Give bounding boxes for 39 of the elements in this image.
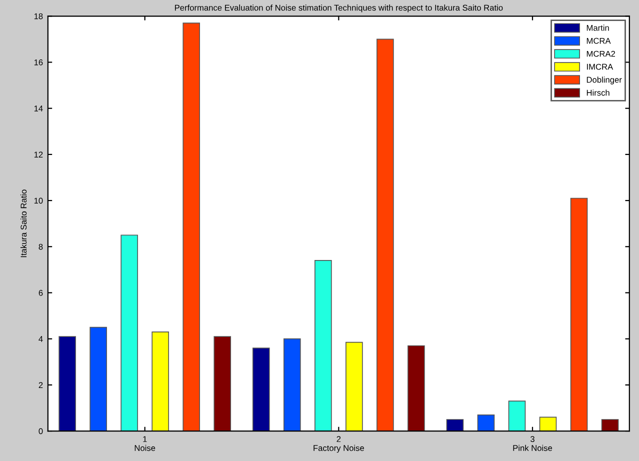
bar [539,416,557,432]
bar [446,419,464,432]
y-tick-label: 6 [38,290,43,296]
bar [182,22,200,432]
bar [601,419,619,432]
legend-label: Doblinger [586,76,622,84]
legend-label: IMCRA [587,64,614,70]
bar [570,198,588,432]
x-tick-label: 1 Noise [134,436,156,451]
y-tick-label: 12 [34,152,43,158]
y-tick-label: 4 [38,336,43,342]
y-tick-label: 0 [38,428,43,434]
y-tick-label: 16 [34,59,43,66]
y-tick-label: 2 [38,382,43,388]
chart-title: Performance Evaluation of Noise stimation Techniques with respect to Itakura Saito Ratio [175,4,503,12]
bar [408,345,425,432]
legend-label: MCRA2 [586,50,615,57]
bar [346,342,363,432]
bar [120,234,138,432]
bar [152,332,170,432]
y-tick-label: 8 [38,244,43,250]
y-axis-title: Itakura Saito Ratio [20,190,27,258]
bar [58,336,76,432]
bar [90,326,107,432]
bar [214,336,232,432]
legend-label: MCRA [586,38,611,44]
bar [252,348,270,432]
bar [508,400,526,432]
legend-label: Martin [586,24,609,31]
bar [283,338,301,432]
y-tick-label: 18 [34,13,43,20]
x-tick-label: 2 Factory Noise [314,436,364,453]
bar [314,260,332,432]
bar [376,38,394,432]
y-tick-label: 14 [34,106,43,112]
bar [477,414,495,432]
legend-label: Hirsch [586,90,610,96]
y-tick-label: 10 [34,198,43,204]
x-tick-label: 3 Pink Noise [513,436,552,451]
